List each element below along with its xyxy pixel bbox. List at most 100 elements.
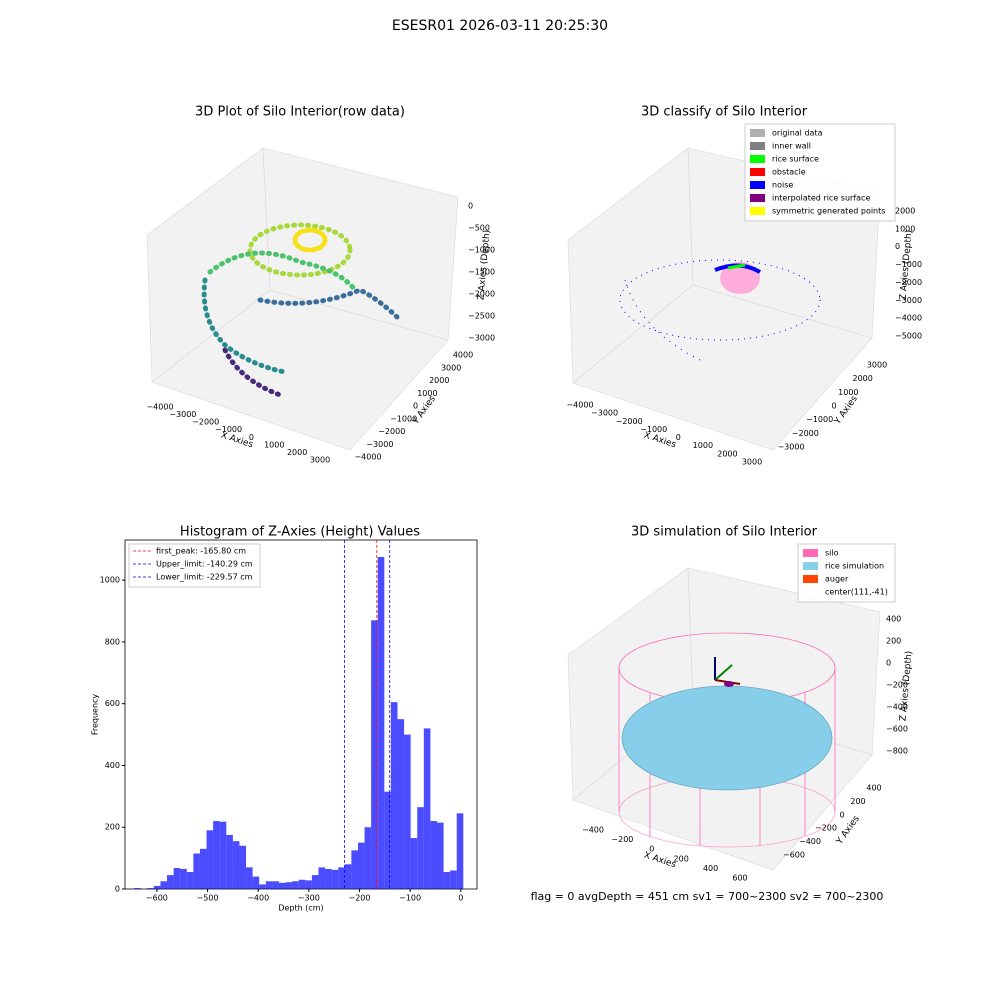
bar — [390, 702, 398, 889]
x-tick-label: −4000 — [566, 401, 593, 410]
x-tick-label: 2000 — [287, 448, 307, 457]
legend-swatch — [803, 549, 818, 557]
legend-label: noise — [772, 181, 793, 190]
x-tick-label: 3000 — [310, 456, 330, 465]
bar — [167, 875, 174, 889]
legend-label: Upper_limit: -140.29 cm — [156, 560, 253, 569]
y-tick-label: −1000 — [390, 414, 417, 423]
bar — [377, 556, 385, 889]
y-tick-label: −1000 — [806, 415, 833, 424]
point-cloud-illustration — [201, 222, 403, 398]
legend-label: inner wall — [772, 142, 811, 151]
bar — [331, 869, 339, 889]
bar — [153, 885, 161, 889]
y-tick-label: −600 — [783, 851, 805, 860]
z-tick-label: −400 — [886, 703, 908, 712]
bar — [351, 850, 358, 889]
bar — [344, 864, 352, 889]
x-tick-label: −400 — [582, 826, 604, 835]
x-tick-label: 1000 — [264, 440, 284, 449]
bar — [443, 872, 451, 889]
z-tick-label: 2000 — [895, 207, 915, 216]
y-tick-label: −200 — [815, 824, 837, 833]
bar — [371, 620, 378, 889]
z-tick-label: 400 — [886, 615, 901, 624]
z-tick-label: −1500 — [468, 268, 495, 277]
z-tick-label: −2500 — [468, 312, 495, 321]
y-tick-label: 2000 — [429, 376, 449, 385]
bar — [265, 881, 273, 889]
z-tick-label: −800 — [886, 747, 908, 756]
chart-title: 3D Plot of Silo Interior(row data) — [195, 105, 405, 120]
bar — [285, 882, 293, 889]
z-tick-label: −3000 — [895, 296, 922, 305]
legend-swatch — [750, 142, 765, 150]
x-tick-label: 0 — [649, 845, 654, 854]
y-tick-label: 800 — [105, 637, 120, 646]
y-tick-label: 200 — [105, 823, 120, 832]
legend-label: auger — [825, 575, 849, 584]
y-tick-label: −3000 — [366, 440, 393, 449]
bar — [298, 879, 306, 889]
z-tick-label: −2000 — [468, 290, 495, 299]
x-tick-label: 600 — [732, 874, 747, 883]
bar — [450, 870, 457, 889]
x-tick-label: 1000 — [693, 441, 713, 450]
bar — [292, 881, 299, 889]
y-tick-label: 3000 — [441, 363, 461, 372]
legend-label: Lower_limit: -229.57 cm — [156, 573, 253, 582]
bar — [404, 734, 411, 889]
bar — [232, 841, 240, 889]
y-tick-label: 0 — [115, 885, 120, 894]
legend-swatch — [750, 168, 765, 176]
y-tick-label: −2000 — [378, 427, 405, 436]
bar — [193, 853, 200, 889]
bar — [246, 867, 253, 889]
x-tick-label: −200 — [349, 894, 371, 903]
bar — [160, 881, 168, 889]
y-tick-label: 400 — [105, 761, 120, 770]
z-tick-label: 0 — [895, 242, 900, 251]
legend-box — [744, 123, 896, 222]
bar — [325, 868, 332, 889]
y-tick-label: −4000 — [354, 453, 381, 462]
bar — [272, 881, 279, 889]
z-tick-label: 200 — [886, 637, 901, 646]
figure-title: ESESR01 2026-03-11 20:25:30 — [392, 18, 608, 34]
x-tick-label: 2000 — [717, 449, 737, 458]
bar — [173, 867, 181, 889]
x-tick-label: 3000 — [742, 458, 762, 467]
z-tick-label: −500 — [468, 224, 490, 233]
y-tick-label: 0 — [831, 402, 836, 411]
bar — [357, 842, 365, 889]
legend-label: first_peak: -165.80 cm — [156, 547, 246, 556]
z-tick-label: −2000 — [895, 278, 922, 287]
bar — [456, 813, 464, 889]
x-tick-label: −400 — [247, 894, 269, 903]
x-tick-label: −100 — [399, 894, 421, 903]
z-tick-label: −200 — [886, 681, 908, 690]
z-tick-label: 1000 — [895, 224, 915, 233]
y-tick-label: −2000 — [792, 429, 819, 438]
classified-illustration — [619, 259, 821, 361]
bar — [338, 867, 345, 889]
legend-swatch — [803, 562, 818, 570]
z-tick-label: −4000 — [895, 314, 922, 323]
chart-title: Histogram of Z-Axies (Height) Values — [180, 525, 420, 540]
bar — [226, 834, 233, 889]
z-tick-label: −3000 — [468, 334, 495, 343]
bar — [417, 807, 424, 889]
status-text: flag = 0 avgDepth = 451 cm sv1 = 700~230… — [531, 890, 884, 903]
legend-swatch — [803, 575, 818, 583]
x-tick-label: −300 — [298, 894, 320, 903]
z-tick-label: −5000 — [895, 332, 922, 341]
x-tick-label: −3000 — [591, 409, 618, 418]
legend-label: obstacle — [772, 168, 806, 177]
y-tick-label: 0 — [839, 810, 844, 819]
bar — [410, 838, 418, 889]
x-tick-label: −1000 — [215, 425, 242, 434]
y-tick-label: −3000 — [777, 443, 804, 452]
z-tick-label: −1000 — [895, 260, 922, 269]
bar — [206, 830, 214, 889]
y-tick-label: 0 — [413, 402, 418, 411]
